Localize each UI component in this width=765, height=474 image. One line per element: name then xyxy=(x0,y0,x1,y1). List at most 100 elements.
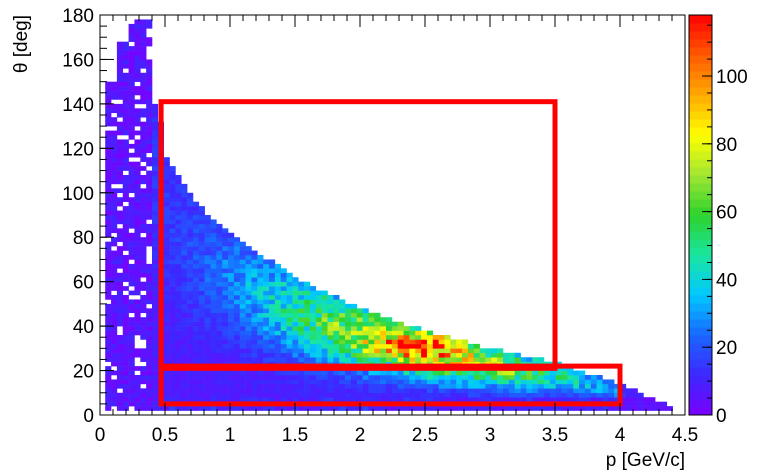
heatmap-cell xyxy=(146,263,153,269)
heatmap-cell xyxy=(251,370,258,376)
heatmap-cell xyxy=(233,383,241,389)
heatmap-cell xyxy=(116,259,124,265)
heatmap-cell xyxy=(467,379,475,385)
heatmap-cell xyxy=(286,383,293,389)
heatmap-cell xyxy=(304,383,311,389)
heatmap-cell xyxy=(269,326,276,331)
heatmap-cell xyxy=(146,188,153,194)
heatmap-cell xyxy=(192,250,200,256)
heatmap-cell xyxy=(298,321,305,327)
heatmap-cell xyxy=(128,206,135,211)
heatmap-cell xyxy=(292,326,299,331)
heatmap-cell xyxy=(368,348,375,354)
heatmap-cell xyxy=(286,317,293,322)
heatmap-cell xyxy=(362,406,369,411)
heatmap-cell xyxy=(105,272,112,278)
heatmap-cell xyxy=(140,179,147,185)
heatmap-cell xyxy=(327,303,334,309)
heatmap-cell xyxy=(292,375,299,380)
heatmap-cell xyxy=(222,286,229,291)
heatmap-cell xyxy=(327,330,334,336)
heatmap-cell xyxy=(134,215,141,220)
heatmap-cell xyxy=(175,370,182,376)
heatmap-cell xyxy=(169,166,176,171)
heatmap-cell xyxy=(216,326,223,331)
heatmap-cell xyxy=(122,157,129,162)
heatmap-cell xyxy=(192,397,200,402)
heatmap-cell xyxy=(222,343,229,349)
heatmap-cell xyxy=(169,348,176,354)
heatmap-cell xyxy=(187,348,194,354)
heatmap-cell xyxy=(479,388,486,394)
colorbar-step xyxy=(689,167,712,176)
heatmap-cell xyxy=(105,263,112,269)
heatmap-cell xyxy=(122,215,129,220)
heatmap-cell xyxy=(192,375,200,380)
heatmap-cell xyxy=(280,352,287,358)
heatmap-cell xyxy=(146,366,153,371)
heatmap-cell xyxy=(134,112,141,118)
heatmap-cell xyxy=(216,286,223,291)
heatmap-cell xyxy=(204,290,211,296)
heatmap-cell xyxy=(152,295,159,300)
heatmap-cell xyxy=(280,348,287,354)
heatmap-cell xyxy=(228,343,235,349)
heatmap-cell xyxy=(327,299,334,305)
heatmap-cell xyxy=(116,103,124,109)
heatmap-cell xyxy=(309,406,317,411)
heatmap-cell xyxy=(134,188,141,194)
heatmap-cell xyxy=(128,179,135,185)
heatmap-cell xyxy=(116,232,124,238)
heatmap-cell xyxy=(128,268,135,274)
heatmap-cell xyxy=(321,388,328,394)
heatmap-cell xyxy=(146,41,153,47)
heatmap-cell xyxy=(181,397,188,402)
heatmap-cell xyxy=(309,321,317,327)
heatmap-cell xyxy=(263,383,270,389)
heatmap-cell xyxy=(169,272,176,278)
heatmap-cell xyxy=(432,392,439,398)
heatmap-cell xyxy=(216,330,223,336)
heatmap-cell xyxy=(204,375,211,380)
heatmap-cell xyxy=(152,263,159,269)
heatmap-cell xyxy=(333,388,340,394)
heatmap-cell xyxy=(356,312,363,318)
heatmap-cell xyxy=(239,321,246,327)
heatmap-cell xyxy=(181,206,188,211)
heatmap-cell xyxy=(122,108,129,114)
heatmap-cell xyxy=(116,179,124,185)
heatmap-cell xyxy=(257,388,264,394)
heatmap-cell xyxy=(274,312,281,318)
heatmap-cell xyxy=(140,86,147,91)
heatmap-cell xyxy=(520,370,527,376)
heatmap-cell xyxy=(315,299,322,305)
heatmap-cell xyxy=(491,383,498,389)
heatmap-cell xyxy=(315,406,322,411)
heatmap-cell xyxy=(274,308,281,314)
heatmap-cell xyxy=(105,90,112,96)
heatmap-cell xyxy=(146,90,153,96)
heatmap-cell xyxy=(251,295,258,300)
heatmap-cell xyxy=(298,392,305,398)
heatmap-cell xyxy=(239,375,246,380)
heatmap-cell xyxy=(222,321,229,327)
heatmap-cell xyxy=(192,392,200,398)
heatmap-cell xyxy=(116,148,124,154)
heatmap-cell xyxy=(210,299,217,305)
heatmap-cell xyxy=(146,361,153,367)
heatmap-cell xyxy=(111,330,118,336)
heatmap-cell xyxy=(450,352,457,358)
heatmap-cell xyxy=(368,317,375,322)
heatmap-cell xyxy=(111,335,118,340)
heatmap-cell xyxy=(152,406,159,411)
heatmap-cell xyxy=(134,210,141,216)
heatmap-cell xyxy=(345,388,352,394)
heatmap-cell xyxy=(274,303,281,309)
heatmap-cell xyxy=(175,335,182,340)
heatmap-cell xyxy=(152,299,159,305)
heatmap-cell xyxy=(579,375,586,380)
heatmap-cell xyxy=(228,281,235,287)
heatmap-cell xyxy=(409,335,416,340)
heatmap-cell xyxy=(122,366,129,371)
heatmap-cell xyxy=(269,299,276,305)
